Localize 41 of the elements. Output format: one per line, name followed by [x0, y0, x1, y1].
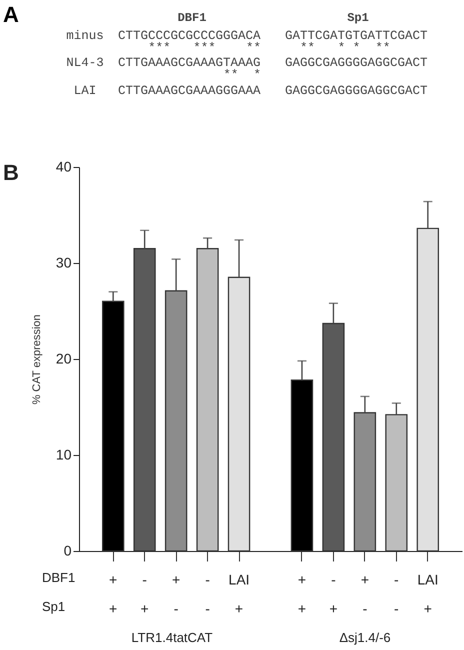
text: ** [223, 68, 238, 82]
text: ** [375, 41, 390, 55]
x-tick-label: + - [360, 572, 370, 616]
text: *** [193, 41, 216, 55]
text: B [3, 160, 19, 185]
text: GATTCGATGTGATTCGACT [285, 29, 428, 43]
y-tick-label: 40 [56, 158, 72, 174]
text: Sp1 [42, 599, 66, 614]
text: CTTGAAAGCGAAAGGGAAA [118, 84, 262, 98]
y-tick-label: 20 [56, 350, 72, 366]
x-tick-label: LAI + [417, 572, 438, 616]
x-tick-label: - + [329, 572, 338, 616]
text: GAGGCGAGGGGAGGCGACT [285, 56, 428, 70]
text: CTTGAAAGCGAAAGTAAAG [118, 56, 261, 70]
y-tick-label: 10 [56, 446, 72, 462]
text: *** [148, 41, 171, 55]
text: Sp1 [347, 11, 369, 25]
text: DBF1 [178, 11, 206, 25]
text: * * [338, 41, 360, 55]
text: NL4-3 [66, 56, 104, 70]
text: CTTGCCCGCGCCCGGGACA [118, 29, 262, 43]
x-tick-label: + - [172, 572, 180, 616]
text: LTR1.4tatCAT [131, 630, 213, 645]
y-tick-label: 30 [56, 254, 72, 270]
x-tick-label: - - [394, 572, 400, 616]
text: LAI [74, 84, 96, 98]
x-tick-label: LAI + [228, 572, 250, 616]
text: minus [66, 29, 104, 43]
text: A [3, 2, 19, 27]
y-tick-label: 0 [64, 542, 72, 558]
x-tick-label: - + [140, 572, 149, 616]
x-tick-label: - - [205, 572, 210, 616]
x-tick-label: + + [109, 572, 118, 616]
text: * [254, 68, 262, 82]
text: DBF1 [42, 570, 76, 585]
text: GAGGCGAGGGGAGGCGACT [285, 84, 428, 98]
text: ** [300, 41, 316, 55]
x-tick-label: + + [298, 572, 306, 616]
text: Δsj1.4/-6 [339, 630, 391, 645]
text: ** [246, 41, 262, 55]
y-axis-title: % CAT expression [30, 314, 43, 405]
